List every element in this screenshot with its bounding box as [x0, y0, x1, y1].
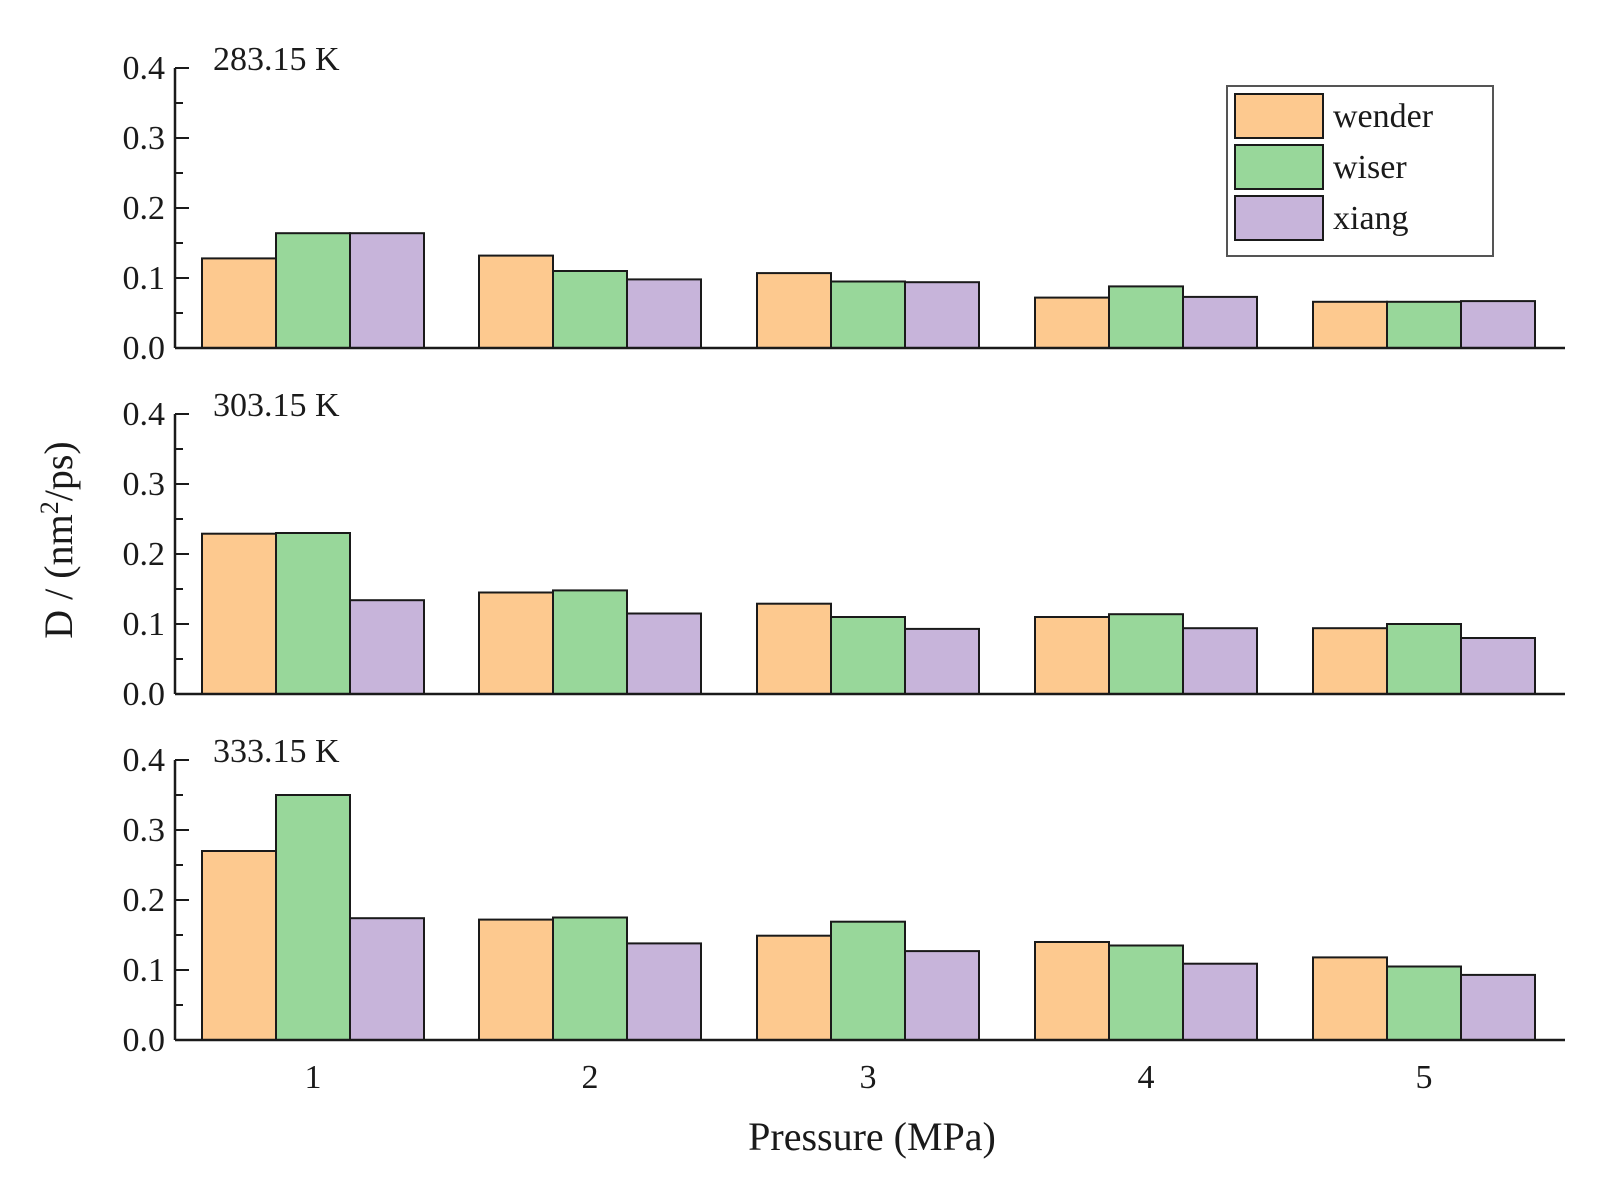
y-tick-label: 0.3 — [123, 120, 166, 157]
y-tick-label: 0.4 — [123, 50, 166, 87]
bar-wender-p1-c4 — [1034, 296, 1110, 350]
bar-wiser-p1-c2 — [552, 270, 628, 349]
x-tick-label: 5 — [1416, 1059, 1433, 1096]
bar-wiser-p3-c3 — [830, 920, 906, 1042]
bar-xiang-p2-c5 — [1460, 637, 1536, 695]
x-tick-label: 1 — [305, 1059, 322, 1096]
y-tick-label: 0.0 — [123, 676, 166, 713]
panel-1: 0.0 0.1 0.2 0.3 0.4 283.15 K — [123, 41, 1565, 367]
bar-wender-p3-c4 — [1034, 941, 1110, 1041]
bar-wiser-p3-c4 — [1108, 944, 1184, 1041]
panel-title: 303.15 K — [213, 387, 340, 424]
panel-title: 333.15 K — [213, 733, 340, 770]
bar-xiang-p1-c5 — [1460, 300, 1536, 350]
chart-legend: wender wiser xiang — [1226, 85, 1494, 257]
bar-xiang-p3-c4 — [1182, 962, 1258, 1042]
bar-wiser-p1-c4 — [1108, 285, 1184, 349]
bar-xiang-p2-c3 — [904, 627, 980, 696]
bar-wiser-p1-c5 — [1386, 300, 1462, 349]
bar-wender-p2-c4 — [1034, 616, 1110, 695]
bar-wender-p1-c3 — [756, 272, 832, 350]
y-axis-title: D / (nm2/ps) — [35, 441, 81, 638]
y-tick-label: 0.4 — [123, 742, 166, 779]
x-tick-label: 3 — [860, 1059, 877, 1096]
bar-xiang-p2-c4 — [1182, 627, 1258, 696]
bar-wiser-p2-c5 — [1386, 623, 1462, 695]
bar-xiang-p3-c3 — [904, 950, 980, 1041]
y-tick-label: 0.2 — [123, 190, 166, 227]
bar-wiser-p2-c4 — [1108, 613, 1184, 696]
panel-3: 0.0 0.1 0.2 0.3 0.4 333.15 K — [123, 733, 1565, 1059]
bar-xiang-p1-c4 — [1182, 295, 1258, 349]
bar-wiser-p2-c2 — [552, 589, 628, 696]
bar-wender-p2-c5 — [1312, 627, 1388, 696]
bar-wender-p1-c2 — [478, 254, 554, 350]
y-tick-label: 0.3 — [123, 812, 166, 849]
y-tick-label: 0.0 — [123, 330, 166, 367]
y-tick-label: 0.3 — [123, 466, 166, 503]
legend-swatch-xiang — [1234, 195, 1324, 241]
chart-panels: 0.0 0.1 0.2 0.3 0.4 283.15 K 0.0 0.1 0.2 0.3 0.4 30… — [123, 41, 1565, 1059]
bar-xiang-p1-c2 — [626, 278, 702, 349]
bar-wiser-p2-c1 — [275, 532, 351, 695]
bar-wender-p2-c1 — [201, 532, 277, 696]
bar-xiang-p2-c1 — [349, 599, 425, 696]
legend-label-wender: wender — [1333, 98, 1434, 135]
y-tick-label: 0.1 — [123, 606, 166, 643]
bar-xiang-p3-c1 — [349, 917, 425, 1042]
x-axis-ticks: 1 2 3 4 5 — [305, 1059, 1433, 1096]
bar-wender-p3-c3 — [756, 934, 832, 1042]
bar-wender-p3-c1 — [201, 850, 277, 1041]
bar-wiser-p3-c5 — [1386, 965, 1462, 1041]
bar-xiang-p2-c2 — [626, 612, 702, 695]
y-tick-label: 0.0 — [123, 1022, 166, 1059]
bar-xiang-p3-c2 — [626, 942, 702, 1042]
bar-wiser-p3-c1 — [275, 794, 351, 1041]
y-tick-label: 0.1 — [123, 952, 166, 989]
x-tick-label: 2 — [582, 1059, 599, 1096]
bar-wender-p1-c5 — [1312, 300, 1388, 349]
bar-xiang-p1-c3 — [904, 281, 980, 350]
y-tick-label: 0.1 — [123, 260, 166, 297]
legend-label-wiser: wiser — [1333, 149, 1407, 186]
bar-wender-p3-c2 — [478, 918, 554, 1041]
legend-swatch-wender — [1234, 93, 1324, 139]
x-axis-title: Pressure (MPa) — [748, 1114, 996, 1159]
y-tick-label: 0.2 — [123, 882, 166, 919]
bar-wender-p2-c3 — [756, 602, 832, 696]
y-tick-label: 0.2 — [123, 536, 166, 573]
bar-wiser-p3-c2 — [552, 916, 628, 1041]
legend-label-xiang: xiang — [1333, 200, 1409, 237]
x-tick-label: 4 — [1138, 1059, 1155, 1096]
bar-wiser-p1-c1 — [275, 232, 351, 349]
bar-xiang-p1-c1 — [349, 232, 425, 349]
legend-swatch-wiser — [1234, 144, 1324, 190]
panel-2: 0.0 0.1 0.2 0.3 0.4 303.15 K — [123, 387, 1565, 713]
bar-wiser-p2-c3 — [830, 616, 906, 695]
bar-wiser-p1-c3 — [830, 280, 906, 349]
panel-title: 283.15 K — [213, 41, 340, 78]
bar-wender-p2-c2 — [478, 591, 554, 695]
y-tick-label: 0.4 — [123, 396, 166, 433]
bar-wender-p1-c1 — [201, 257, 277, 349]
bar-xiang-p3-c5 — [1460, 973, 1536, 1042]
bar-wender-p3-c5 — [1312, 956, 1388, 1042]
